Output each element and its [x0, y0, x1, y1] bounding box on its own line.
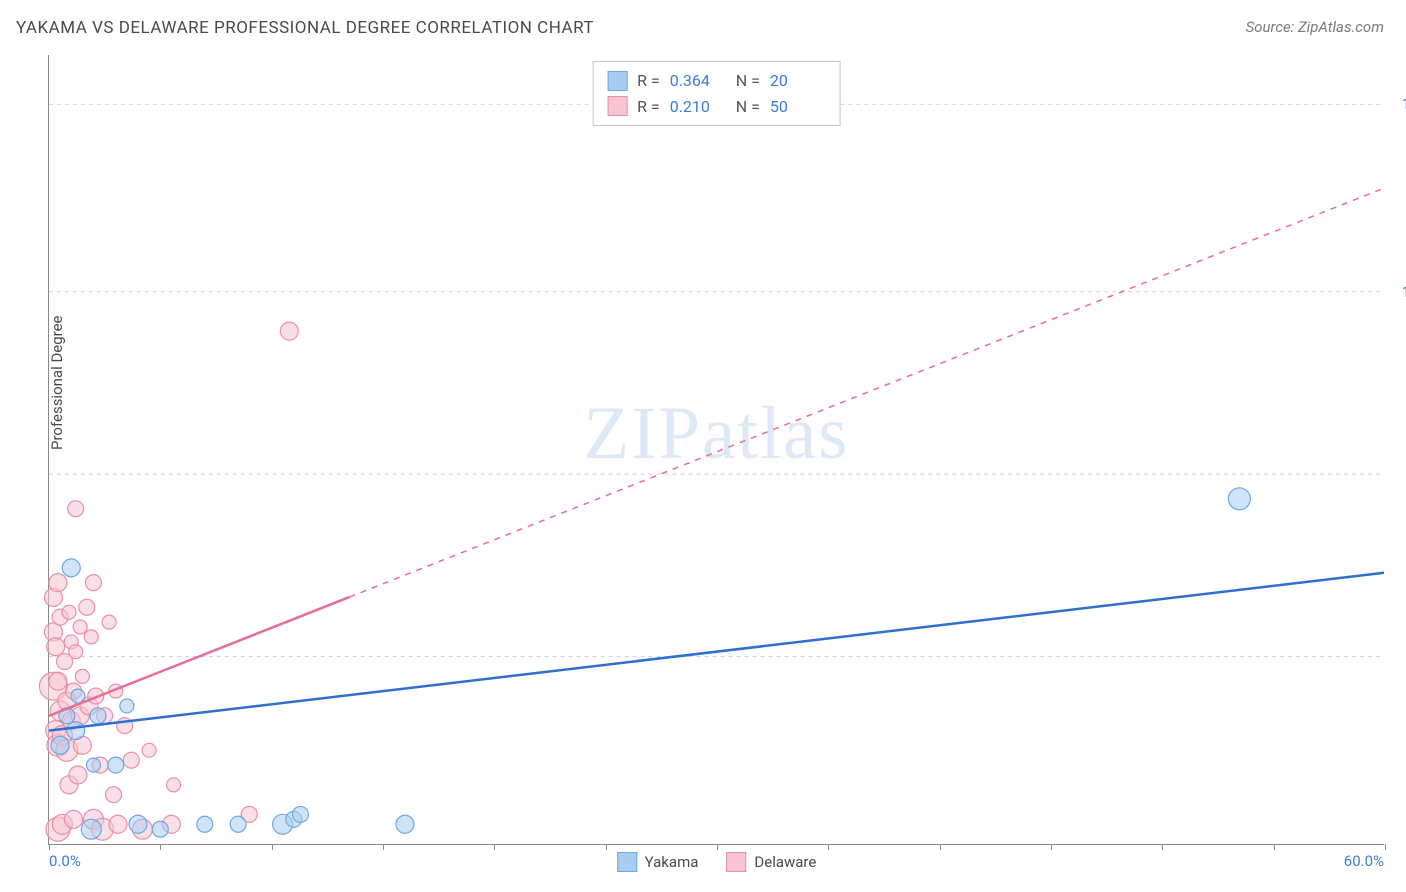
data-point — [86, 575, 102, 591]
data-point — [84, 630, 98, 644]
data-point — [67, 722, 85, 740]
r-label-1: R = — [637, 68, 660, 94]
legend-item-series2: Delaware — [726, 852, 816, 872]
data-point — [106, 787, 122, 803]
data-point — [230, 816, 246, 832]
data-point — [49, 574, 67, 592]
data-point — [292, 806, 308, 822]
x-tick — [383, 844, 384, 850]
plot-area: Professional Degree ZIPatlas 3.8%7.5%11.… — [48, 55, 1384, 845]
x-tick — [1385, 844, 1386, 850]
y-tick-label: 15.0% — [1402, 95, 1406, 113]
data-point — [109, 815, 127, 833]
data-point — [280, 322, 298, 340]
legend-bottom: Yakama Delaware — [617, 852, 817, 872]
data-point — [69, 766, 87, 784]
data-point — [90, 708, 106, 724]
data-point — [108, 757, 124, 773]
data-point — [129, 815, 147, 833]
data-point — [62, 605, 76, 619]
legend-label-series2: Delaware — [754, 853, 816, 871]
x-axis-max-label: 60.0% — [1344, 852, 1384, 870]
data-point — [1228, 488, 1250, 510]
data-point — [120, 699, 134, 713]
r-label-2: R = — [637, 94, 660, 120]
x-tick — [606, 844, 607, 850]
x-tick — [717, 844, 718, 850]
data-point — [167, 778, 181, 792]
swatch-series2 — [607, 96, 627, 116]
x-tick — [272, 844, 273, 850]
data-point — [102, 615, 116, 629]
n-label-2: N = — [736, 94, 760, 120]
x-tick — [1274, 844, 1275, 850]
data-point — [69, 645, 83, 659]
x-tick — [1162, 844, 1163, 850]
n-value-1: 20 — [770, 68, 826, 94]
legend-label-series1: Yakama — [645, 853, 699, 871]
data-point — [64, 810, 82, 828]
stats-row-series2: R = 0.210 N = 50 — [607, 94, 826, 120]
legend-swatch-series2 — [726, 852, 746, 872]
chart-svg — [49, 55, 1384, 844]
data-point — [51, 736, 69, 754]
n-value-2: 50 — [770, 94, 826, 120]
x-tick — [940, 844, 941, 850]
data-point — [152, 821, 168, 837]
data-point — [49, 672, 67, 690]
x-tick — [828, 844, 829, 850]
legend-swatch-series1 — [617, 852, 637, 872]
swatch-series1 — [607, 71, 627, 91]
x-tick — [160, 844, 161, 850]
data-point — [197, 816, 213, 832]
x-tick — [1051, 844, 1052, 850]
data-point — [87, 758, 101, 772]
data-point — [68, 501, 84, 517]
data-point — [75, 669, 89, 683]
x-tick — [494, 844, 495, 850]
r-value-2: 0.210 — [670, 94, 726, 120]
data-point — [62, 559, 80, 577]
x-axis-min-label: 0.0% — [49, 852, 81, 870]
data-point — [73, 620, 87, 634]
r-value-1: 0.364 — [670, 68, 726, 94]
y-tick-label: 11.2% — [1402, 283, 1406, 301]
data-point — [142, 743, 156, 757]
stats-row-series1: R = 0.364 N = 20 — [607, 68, 826, 94]
stats-legend-box: R = 0.364 N = 20 R = 0.210 N = 50 — [592, 61, 841, 126]
data-point — [79, 599, 95, 615]
chart-title: YAKAMA VS DELAWARE PROFESSIONAL DEGREE C… — [16, 18, 594, 38]
n-label-1: N = — [736, 68, 760, 94]
source-attribution: Source: ZipAtlas.com — [1246, 18, 1384, 36]
data-point — [71, 689, 85, 703]
legend-item-series1: Yakama — [617, 852, 699, 872]
data-point — [47, 638, 65, 656]
x-tick — [49, 844, 50, 850]
data-point — [81, 819, 101, 839]
data-point — [396, 815, 414, 833]
data-point — [123, 752, 139, 768]
